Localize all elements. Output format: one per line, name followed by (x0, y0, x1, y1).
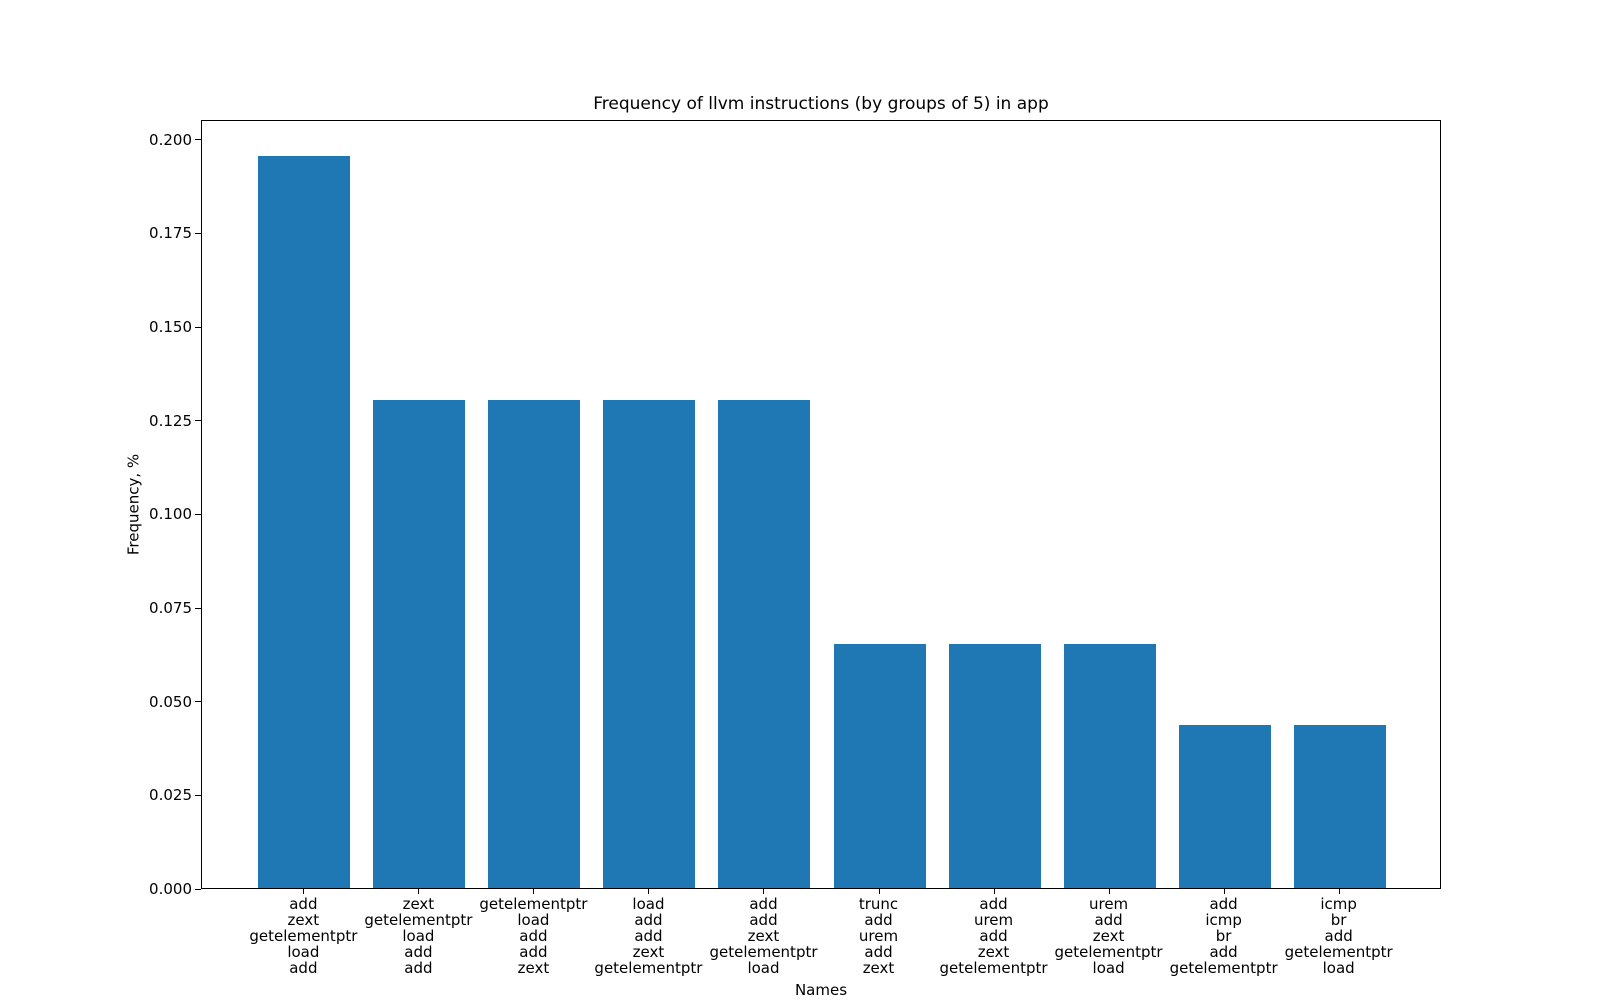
x-tick-mark (1108, 889, 1110, 894)
x-tick-label: add icmp br add getelementptr (1169, 895, 1278, 977)
x-tick-label: add zext getelementptr load add (249, 895, 358, 977)
y-tick-label: 0.100 (149, 505, 192, 524)
y-tick-label: 0.150 (149, 318, 192, 337)
bar (488, 399, 581, 888)
x-tick-mark (878, 889, 880, 894)
y-tick-label: 0.025 (149, 786, 192, 805)
y-tick-label: 0.000 (149, 880, 192, 898)
x-tick-mark (1223, 889, 1225, 894)
y-tick-label: 0.075 (149, 599, 192, 618)
bar (1293, 725, 1386, 888)
x-tick-mark (1338, 889, 1340, 894)
bar (258, 156, 351, 888)
x-tick-mark (418, 889, 420, 894)
x-tick-mark (303, 889, 305, 894)
x-tick-label: getelementptr load add add zext (479, 895, 588, 977)
y-tick-label: 0.050 (149, 692, 192, 711)
x-tick-label: icmp br add getelementptr load (1284, 895, 1393, 977)
y-tick-mark (195, 607, 201, 609)
y-tick-label: 0.125 (149, 411, 192, 430)
y-tick-label: 0.200 (149, 130, 192, 149)
x-axis-label: Names (794, 981, 848, 999)
x-tick-mark (533, 889, 535, 894)
bar (718, 399, 811, 888)
y-tick-mark (195, 139, 201, 141)
y-tick-mark (195, 701, 201, 703)
plot-area (201, 120, 1441, 889)
bar (948, 644, 1041, 888)
y-tick-mark (195, 326, 201, 328)
x-tick-label: add add zext getelementptr load (709, 895, 818, 977)
bar (603, 399, 696, 888)
bar (1178, 725, 1271, 888)
x-tick-label: trunc add urem add zext (858, 895, 899, 977)
y-tick-label: 0.175 (149, 224, 192, 243)
x-tick-label: add urem add zext getelementptr (939, 895, 1048, 977)
x-tick-label: load add add zext getelementptr (594, 895, 703, 977)
y-tick-mark (195, 794, 201, 796)
y-axis-label: Frequency, % (124, 453, 143, 556)
x-tick-label: zext getelementptr load add add (364, 895, 473, 977)
y-tick-mark (195, 513, 201, 515)
y-tick-mark (195, 232, 201, 234)
x-tick-label: urem add zext getelementptr load (1054, 895, 1163, 977)
x-tick-mark (648, 889, 650, 894)
y-tick-mark (195, 888, 201, 890)
bar (1063, 644, 1156, 888)
x-tick-mark (763, 889, 765, 894)
x-tick-mark (993, 889, 995, 894)
y-tick-mark (195, 420, 201, 422)
bar (833, 644, 926, 888)
chart-title: Frequency of llvm instructions (by group… (593, 94, 1049, 114)
bar (373, 399, 466, 888)
